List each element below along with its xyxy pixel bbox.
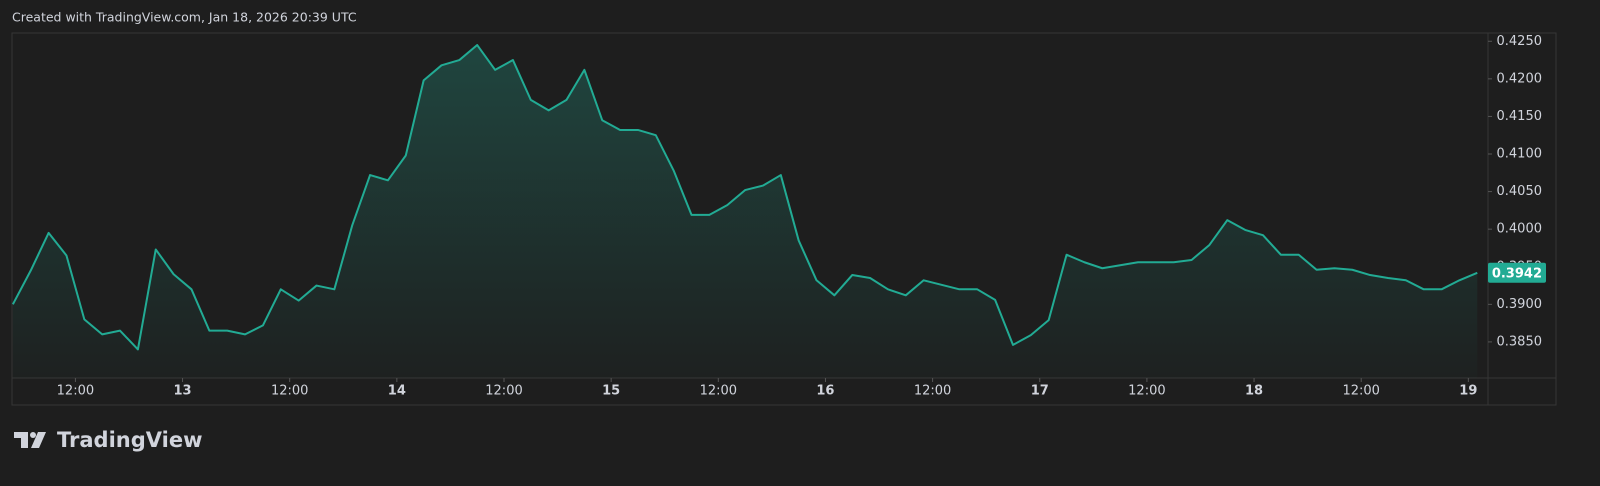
logo: TradingView [14,428,202,452]
x-tick-label: 14 [388,384,406,399]
x-tick-label: 12:00 [57,384,94,399]
header-text: Created with TradingView.com, Jan 18, 20… [12,10,357,25]
logo-mark [14,432,28,448]
x-tick-label: 13 [174,384,192,399]
y-tick-label: 0.3850 [1497,334,1543,349]
last-price-box [1488,262,1546,283]
last-price-label: 0.3942 [1492,266,1542,281]
x-tick-label: 17 [1031,384,1049,399]
y-tick-label: 0.3900 [1497,297,1543,312]
brand: TradingView [57,428,202,452]
x-tick-label: 12:00 [1128,384,1165,399]
x-tick-label: 15 [602,384,620,399]
logo-dot [30,432,36,438]
y-tick-label: 0.4000 [1497,222,1543,237]
x-tick-label: 12:00 [485,384,522,399]
price-line [12,44,1478,351]
x-tick-label: 18 [1245,384,1263,399]
pane-border [11,32,1557,406]
y-tick-label: 0.4200 [1497,71,1543,86]
y-tick-label: 0.4250 [1497,34,1543,49]
x-tick-label: 12:00 [271,384,308,399]
logo-mark [31,432,46,448]
y-tick-label: 0.4150 [1497,109,1543,124]
x-tick-label: 12:00 [914,384,951,399]
x-tick-label: 19 [1459,384,1477,399]
y-tick-label: 0.4100 [1497,147,1543,162]
x-tick-label: 12:00 [700,384,737,399]
x-tick-label: 16 [816,384,834,399]
x-tick-label: 12:00 [1342,384,1379,399]
y-tick-label: 0.4050 [1497,184,1543,199]
area-fill [12,45,1478,378]
